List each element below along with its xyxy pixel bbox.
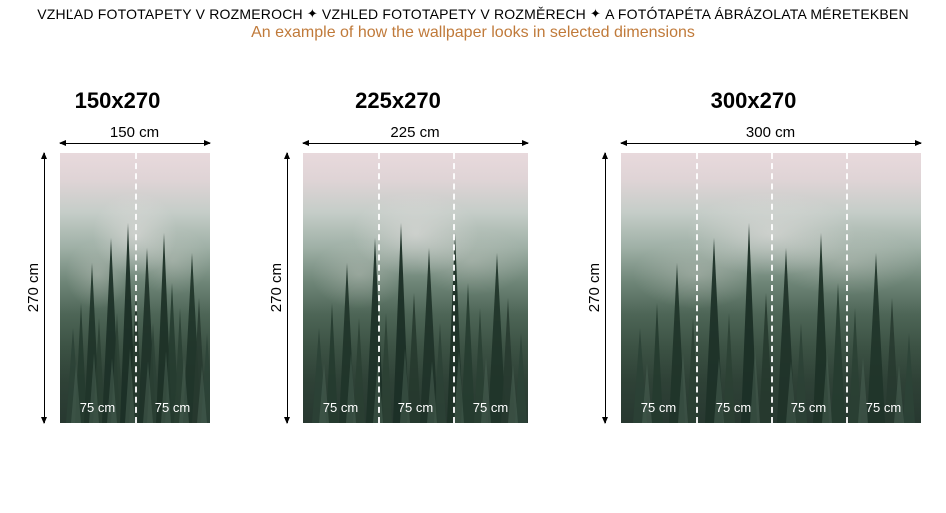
panel-title: 300x270 <box>711 88 797 114</box>
wallpaper-preview: 75 cm75 cm75 cm75 cm <box>621 153 921 423</box>
height-dimension: 270 cm <box>268 153 297 423</box>
sparkle-icon: ✦ <box>590 6 601 22</box>
header-multilang: VZHĽAD FOTOTAPETY V ROZMEROCH ✦ VZHLED F… <box>0 6 946 22</box>
strip-labels: 75 cm75 cm75 cm <box>303 400 528 415</box>
strip-divider <box>846 153 848 423</box>
strip-divider <box>135 153 137 423</box>
header-text-cz: VZHLED FOTOTAPETY V ROZMĚRECH <box>322 6 586 22</box>
width-arrow <box>60 143 210 153</box>
header-subtitle: An example of how the wallpaper looks in… <box>0 24 946 42</box>
width-label: 150 cm <box>110 124 159 141</box>
panel-body: 270 cm75 cm75 cm75 cm <box>268 153 528 423</box>
height-arrow <box>44 153 54 423</box>
height-arrow <box>605 153 615 423</box>
height-dimension: 270 cm <box>586 153 615 423</box>
height-label: 270 cm <box>586 263 603 312</box>
height-label: 270 cm <box>268 263 285 312</box>
strip-divider <box>696 153 698 423</box>
header: VZHĽAD FOTOTAPETY V ROZMEROCH ✦ VZHLED F… <box>0 0 946 46</box>
panel-body: 270 cm75 cm75 cm75 cm75 cm <box>586 153 921 423</box>
strip-label: 75 cm <box>771 400 846 415</box>
strip-label: 75 cm <box>303 400 378 415</box>
strip-label: 75 cm <box>696 400 771 415</box>
strip-label: 75 cm <box>621 400 696 415</box>
width-label: 225 cm <box>390 124 439 141</box>
strip-labels: 75 cm75 cm75 cm75 cm <box>621 400 921 415</box>
strip-divider <box>453 153 455 423</box>
width-dimension: 150 cm <box>60 124 210 153</box>
size-panel: 225x270225 cm270 cm75 cm75 cm75 cm <box>268 88 528 423</box>
strip-label: 75 cm <box>378 400 453 415</box>
panel-title: 225x270 <box>355 88 441 114</box>
size-panel: 150x270 150 cm 270 cm 75 cm75 cm <box>25 88 210 423</box>
panels-container: 150x270150 cm270 cm75 cm75 cm225x270225 … <box>0 88 946 423</box>
width-dimension: 300 cm <box>621 124 921 153</box>
height-arrow <box>287 153 297 423</box>
height-label: 270 cm <box>25 263 42 312</box>
strip-labels: 75 cm75 cm <box>60 400 210 415</box>
width-label: 300 cm <box>746 124 795 141</box>
strip-label: 75 cm <box>846 400 921 415</box>
width-arrow <box>303 143 528 153</box>
strip-label: 75 cm <box>60 400 135 415</box>
size-panel: 300x270300 cm270 cm75 cm75 cm75 cm75 cm <box>586 88 921 423</box>
strip-label: 75 cm <box>135 400 210 415</box>
wallpaper-preview: 75 cm75 cm75 cm <box>303 153 528 423</box>
strip-divider <box>378 153 380 423</box>
tree-shape <box>867 253 885 423</box>
panel-title: 150x270 <box>75 88 161 114</box>
panel-body: 270 cm 75 cm75 cm <box>25 153 210 423</box>
sparkle-icon: ✦ <box>307 6 318 22</box>
width-arrow <box>621 143 921 153</box>
width-dimension: 225 cm <box>303 124 528 153</box>
header-text-sk: VZHĽAD FOTOTAPETY V ROZMEROCH <box>37 6 303 22</box>
strip-label: 75 cm <box>453 400 528 415</box>
strip-divider <box>771 153 773 423</box>
height-dimension: 270 cm <box>25 153 54 423</box>
header-text-hu: A FOTÓTAPÉTA ÁBRÁZOLATA MÉRETEKBEN <box>605 6 909 22</box>
wallpaper-preview: 75 cm75 cm <box>60 153 210 423</box>
